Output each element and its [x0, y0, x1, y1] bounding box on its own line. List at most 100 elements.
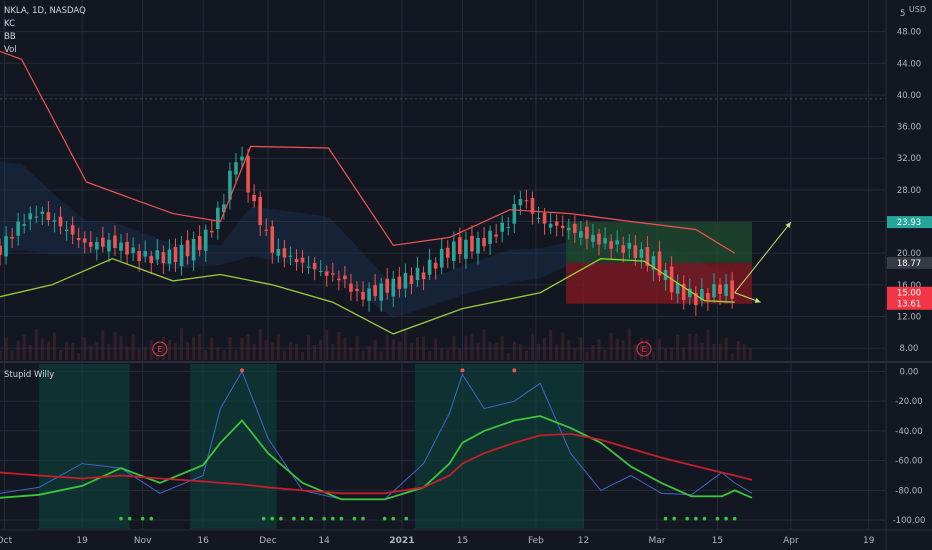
candle-body[interactable]	[58, 216, 63, 227]
price-tag[interactable]	[887, 256, 932, 269]
candle-body[interactable]	[113, 235, 117, 249]
candle-body[interactable]	[427, 259, 432, 275]
candle-body[interactable]	[633, 245, 638, 258]
candle-body[interactable]	[433, 262, 438, 269]
candle-body[interactable]	[548, 223, 553, 228]
candle-body[interactable]	[566, 227, 571, 231]
price-tag[interactable]	[887, 216, 932, 229]
candle-body[interactable]	[125, 242, 129, 255]
price-tag[interactable]	[887, 286, 932, 299]
candle-body[interactable]	[288, 255, 293, 257]
candle-body[interactable]	[458, 237, 462, 255]
osc-fast-line[interactable]	[0, 370, 753, 500]
candle-body[interactable]	[197, 236, 202, 251]
candle-body[interactable]	[452, 241, 456, 261]
candle-body[interactable]	[64, 229, 69, 232]
candle-body[interactable]	[730, 280, 734, 299]
osc-mid-line[interactable]	[0, 415, 753, 501]
candle-body[interactable]	[615, 240, 619, 245]
currency-label[interactable]: USD	[908, 5, 926, 14]
candle-body[interactable]	[530, 198, 535, 214]
candle-body[interactable]	[246, 156, 250, 193]
study-bb[interactable]: BB	[4, 32, 16, 42]
candle-body[interactable]	[494, 234, 498, 237]
candle-body[interactable]	[585, 226, 589, 239]
candle-body[interactable]	[4, 236, 8, 257]
candle-body[interactable]	[439, 249, 444, 268]
candle-body[interactable]	[240, 156, 244, 161]
study-vol[interactable]: Vol	[4, 45, 17, 55]
candle-body[interactable]	[107, 239, 111, 252]
candle-body[interactable]	[337, 278, 341, 281]
candle-body[interactable]	[88, 242, 93, 247]
candle-body[interactable]	[421, 272, 426, 280]
candle-body[interactable]	[724, 284, 728, 296]
candle-body[interactable]	[373, 285, 377, 297]
candle-body[interactable]	[621, 245, 626, 253]
candle-body[interactable]	[512, 204, 517, 224]
candle-body[interactable]	[276, 248, 281, 256]
earnings-marker[interactable]	[152, 341, 168, 357]
candle-body[interactable]	[312, 262, 317, 270]
candle-body[interactable]	[500, 222, 505, 232]
candle-body[interactable]	[706, 293, 710, 300]
candle-body[interactable]	[718, 284, 722, 294]
candle-body[interactable]	[488, 230, 492, 244]
candle-body[interactable]	[167, 249, 172, 264]
candle-body[interactable]	[28, 213, 33, 220]
candle-body[interactable]	[687, 288, 692, 298]
projection-arrow-up[interactable]	[734, 221, 792, 294]
candle-body[interactable]	[349, 283, 353, 292]
candle-body[interactable]	[355, 288, 359, 292]
price-tag[interactable]	[887, 297, 932, 310]
candle-body[interactable]	[554, 221, 559, 226]
candle-body[interactable]	[143, 251, 148, 257]
candle-body[interactable]	[101, 237, 105, 247]
candle-body[interactable]	[700, 288, 704, 301]
symbol-legend[interactable]: NKLA, 1D, NASDAQ KC BB Vol	[4, 5, 86, 57]
bb-lower-line[interactable]	[0, 258, 735, 335]
oscillator-title[interactable]: Stupid Willy	[4, 370, 55, 380]
candle-body[interactable]	[252, 194, 256, 202]
candle-body[interactable]	[681, 284, 686, 301]
candle-body[interactable]	[379, 283, 383, 301]
candle-body[interactable]	[560, 225, 565, 229]
candle-body[interactable]	[524, 200, 529, 202]
candle-body[interactable]	[306, 266, 311, 268]
candle-body[interactable]	[330, 273, 335, 275]
candle-body[interactable]	[191, 238, 196, 261]
study-kc[interactable]: KC	[4, 19, 16, 29]
candle-body[interactable]	[234, 162, 238, 175]
candle-body[interactable]	[203, 229, 208, 251]
candle-body[interactable]	[627, 242, 632, 249]
candle-body[interactable]	[282, 248, 287, 258]
candle-body[interactable]	[591, 234, 595, 242]
candle-body[interactable]	[518, 199, 523, 206]
candle-body[interactable]	[222, 204, 226, 213]
candle-body[interactable]	[367, 288, 371, 301]
candle-body[interactable]	[137, 251, 141, 262]
candle-body[interactable]	[343, 275, 347, 280]
candle-body[interactable]	[391, 278, 396, 297]
oscillator-pane[interactable]	[0, 364, 753, 529]
candle-body[interactable]	[40, 211, 45, 214]
candle-body[interactable]	[34, 216, 39, 218]
candle-body[interactable]	[409, 275, 414, 285]
candle-body[interactable]	[185, 240, 190, 257]
candle-body[interactable]	[209, 231, 214, 233]
candle-body[interactable]	[506, 226, 511, 228]
kc-upper-line[interactable]	[0, 50, 736, 254]
candle-body[interactable]	[645, 247, 650, 266]
candle-body[interactable]	[397, 276, 402, 289]
candle-body[interactable]	[694, 292, 698, 306]
candle-body[interactable]	[651, 256, 656, 270]
candle-body[interactable]	[52, 220, 57, 222]
candle-body[interactable]	[675, 283, 680, 294]
candle-body[interactable]	[403, 273, 408, 289]
candle-body[interactable]	[639, 249, 644, 258]
candle-body[interactable]	[131, 247, 135, 253]
osc-slow-line[interactable]	[0, 432, 753, 495]
candle-body[interactable]	[161, 252, 166, 264]
